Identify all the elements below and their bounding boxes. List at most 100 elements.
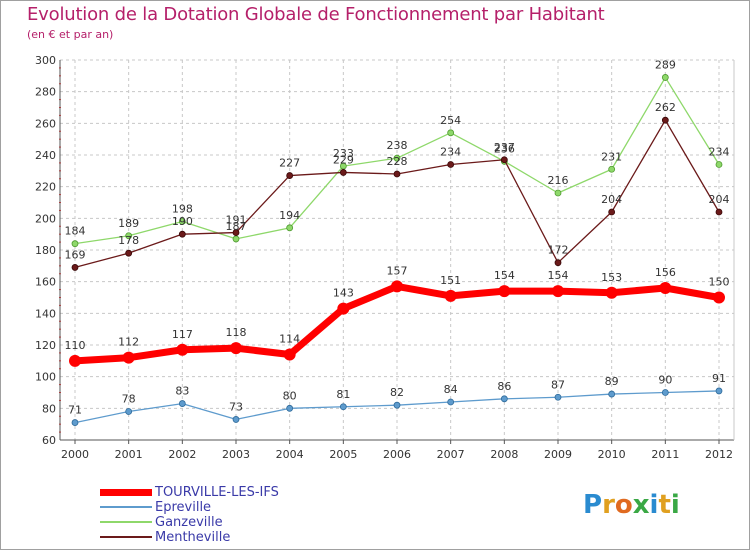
data-label: 83: [175, 385, 189, 398]
x-tick-label: 2012: [705, 448, 733, 461]
data-label: 198: [172, 203, 193, 216]
data-point: [122, 351, 135, 364]
data-point: [286, 404, 294, 412]
data-label: 91: [712, 372, 726, 385]
data-label: 114: [279, 333, 300, 346]
data-label: 187: [226, 220, 247, 233]
data-label: 84: [444, 383, 458, 396]
data-point: [125, 249, 133, 257]
data-label: 90: [658, 374, 672, 387]
x-tick-label: 2007: [437, 448, 465, 461]
logo-letter: i: [670, 490, 680, 520]
data-label: 151: [440, 274, 461, 287]
data-point: [661, 116, 669, 124]
data-point: [230, 342, 242, 355]
logo-letter: x: [632, 490, 650, 520]
x-tick-label: 2010: [598, 448, 626, 461]
logo-letter: t: [658, 490, 671, 520]
data-point: [69, 354, 81, 367]
y-tick-label: 160: [35, 276, 56, 289]
legend-label: Ganzeville: [155, 515, 223, 530]
data-label: 228: [387, 155, 408, 168]
x-tick-label: 2011: [651, 448, 679, 461]
data-label: 157: [387, 264, 408, 277]
proxiti-logo: Proxiti: [583, 490, 680, 520]
data-label: 78: [122, 393, 136, 406]
legend-label: Epreville: [155, 500, 212, 515]
legend-item: Mentheville: [100, 530, 400, 545]
data-point: [176, 343, 189, 356]
data-label: 71: [68, 404, 82, 417]
legend-item: Epreville: [100, 500, 400, 515]
chart-title: Evolution de la Dotation Globale de Fonc…: [27, 4, 605, 25]
data-label: 112: [118, 336, 139, 349]
x-tick-label: 2002: [168, 448, 196, 461]
y-tick-label: 200: [35, 212, 56, 225]
data-point: [659, 282, 672, 294]
data-label: 150: [709, 276, 730, 289]
y-tick-label: 140: [35, 307, 56, 320]
y-tick-label: 300: [35, 54, 56, 67]
data-point: [713, 291, 725, 304]
x-tick-label: 2004: [276, 448, 304, 461]
data-point: [71, 419, 79, 426]
y-tick-label: 80: [42, 402, 56, 415]
data-point: [232, 229, 240, 236]
data-label: 189: [118, 217, 139, 230]
data-point: [498, 285, 511, 298]
data-point: [339, 169, 347, 176]
data-point: [393, 170, 401, 178]
data-label: 81: [336, 388, 350, 401]
y-tick-label: 60: [42, 434, 56, 447]
data-point: [391, 280, 403, 293]
legend-swatch: [100, 506, 152, 508]
data-point: [447, 398, 455, 406]
data-label: 178: [118, 234, 139, 247]
y-tick-label: 180: [35, 244, 56, 257]
x-tick-label: 2003: [222, 448, 250, 461]
data-label: 229: [333, 153, 354, 166]
data-point: [125, 408, 133, 415]
data-label: 231: [601, 150, 622, 163]
data-label: 154: [494, 269, 515, 282]
legend-label: TOURVILLE-LES-IFS: [155, 485, 279, 500]
data-point: [661, 74, 669, 81]
data-label: 262: [655, 101, 676, 114]
y-tick-label: 260: [35, 117, 56, 130]
data-point: [232, 235, 240, 243]
data-label: 289: [655, 58, 676, 71]
data-label: 89: [605, 375, 619, 388]
data-point: [552, 285, 564, 298]
data-point: [393, 154, 401, 162]
data-point: [608, 165, 616, 173]
legend-swatch: [100, 488, 152, 496]
logo-letter: o: [614, 490, 633, 520]
data-point: [286, 172, 294, 179]
data-point: [661, 389, 669, 396]
data-point: [444, 289, 457, 302]
data-point: [715, 387, 723, 395]
data-point: [554, 393, 562, 401]
data-point: [608, 390, 616, 398]
legend-item: TOURVILLE-LES-IFS: [100, 485, 400, 500]
data-point: [608, 208, 616, 216]
logo-letter: r: [602, 490, 615, 520]
x-tick-label: 2008: [490, 448, 518, 461]
data-label: 172: [548, 244, 569, 257]
logo-letter: i: [649, 490, 659, 520]
data-label: 143: [333, 287, 354, 300]
y-tick-label: 100: [35, 371, 56, 384]
data-label: 87: [551, 378, 565, 391]
data-point: [447, 129, 455, 137]
legend-swatch: [100, 536, 152, 538]
data-label: 156: [655, 266, 676, 279]
data-label: 184: [65, 225, 86, 238]
data-label: 227: [279, 157, 300, 170]
legend-swatch: [100, 521, 152, 523]
data-label: 204: [709, 193, 730, 206]
data-point: [232, 416, 240, 423]
data-point: [447, 161, 455, 168]
data-label: 236: [494, 142, 515, 155]
data-label: 233: [333, 147, 354, 160]
data-point: [71, 264, 79, 271]
